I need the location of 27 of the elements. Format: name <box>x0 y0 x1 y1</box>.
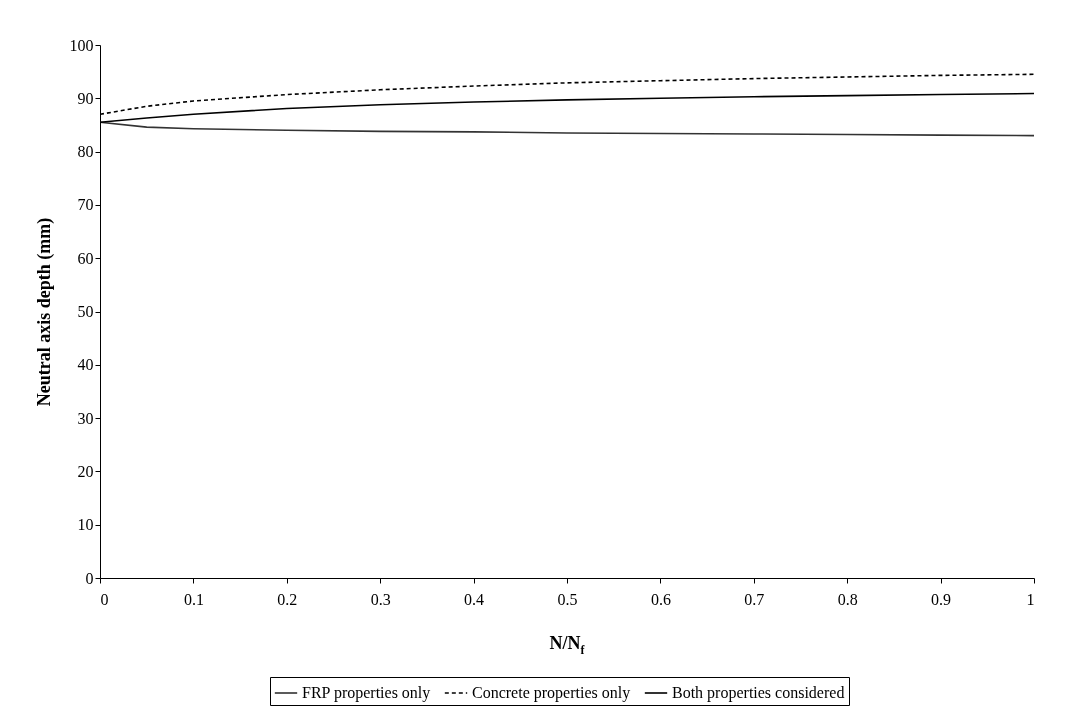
y-tick-label: 100 <box>69 36 94 54</box>
x-tick-label: 0.7 <box>744 590 765 608</box>
x-tick-label: 0.4 <box>464 590 485 608</box>
y-tick-label: 30 <box>77 409 94 427</box>
y-tick-label: 40 <box>77 356 94 374</box>
legend-label: FRP properties only <box>302 684 431 702</box>
y-tick-label: 50 <box>77 303 94 320</box>
x-tick-label: 0.9 <box>931 590 952 608</box>
y-tick-label: 90 <box>77 89 94 107</box>
x-tick-label: 0.3 <box>370 590 391 608</box>
y-tick-label: 80 <box>77 143 94 161</box>
y-tick-label: 10 <box>77 516 94 534</box>
y-tick-label: 20 <box>77 462 94 480</box>
x-tick-label: 0.2 <box>277 590 298 608</box>
x-tick-label: 0.6 <box>650 590 671 608</box>
legend-label: Concrete properties only <box>472 684 631 702</box>
x-tick-label: 0.1 <box>183 590 204 608</box>
legend-label: Both properties considered <box>672 684 845 702</box>
y-tick-label: 0 <box>85 569 94 587</box>
y-axis-title: Neutral axis depth (mm) <box>33 217 55 407</box>
x-tick-label: 0.5 <box>557 590 578 608</box>
y-tick-label: 70 <box>77 196 94 214</box>
y-tick-label: 60 <box>77 249 94 267</box>
x-tick-label: 0.8 <box>837 590 858 608</box>
x-tick-label: 0 <box>100 590 109 608</box>
x-axis-title: N/N$_{f}$ <box>548 633 586 658</box>
x-tick-label: 1 <box>1026 590 1035 608</box>
